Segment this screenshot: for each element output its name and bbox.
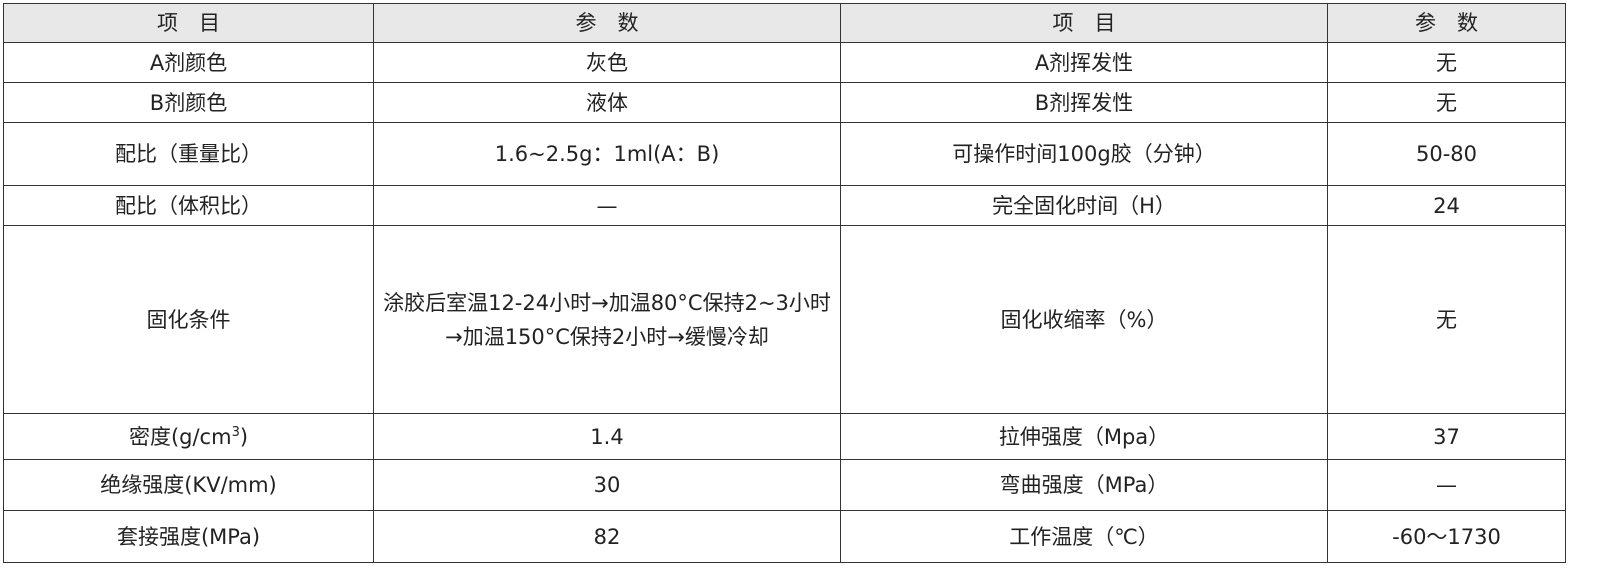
header-item: 项 目 (3, 3, 374, 43)
superscript: 3 (231, 424, 240, 440)
cell: 1.4 (373, 413, 841, 460)
cell: 密度(g/cm3) (3, 413, 374, 460)
cell: 液体 (373, 82, 841, 123)
cell: 无 (1327, 42, 1566, 83)
cell: 无 (1327, 225, 1566, 414)
header-row: 项 目 参 数 项 目 参 数 (3, 3, 1566, 43)
cell: A剂挥发性 (840, 42, 1328, 83)
header-item: 项 目 (840, 3, 1328, 43)
cell: 拉伸强度（Mpa） (840, 413, 1328, 460)
table-row: 绝缘强度(KV/mm) 30 弯曲强度（MPa） — (3, 459, 1566, 511)
cell: 涂胶后室温12-24小时→加温80°C保持2~3小时→加温150°C保持2小时→… (373, 225, 841, 414)
table-row: 配比（体积比） — 完全固化时间（H） 24 (3, 185, 1566, 226)
cell: — (373, 185, 841, 226)
density-label: 密度(g/cm (128, 424, 232, 449)
table-row: 密度(g/cm3) 1.4 拉伸强度（Mpa） 37 (3, 413, 1566, 460)
table-row: B剂颜色 液体 B剂挥发性 无 (3, 82, 1566, 123)
cell: 无 (1327, 82, 1566, 123)
table-row: 套接强度(MPa) 82 工作温度（℃） -60～1730 (3, 510, 1566, 563)
spec-table: 项 目 参 数 项 目 参 数 A剂颜色 灰色 A剂挥发性 无 B剂颜色 液体 … (3, 3, 1566, 563)
table-row: A剂颜色 灰色 A剂挥发性 无 (3, 42, 1566, 83)
density-close: ) (239, 424, 249, 449)
cell: 套接强度(MPa) (3, 510, 374, 563)
cell: -60～1730 (1327, 510, 1566, 563)
cell: — (1327, 459, 1566, 511)
cell: 完全固化时间（H） (840, 185, 1328, 226)
table-row: 固化条件 涂胶后室温12-24小时→加温80°C保持2~3小时→加温150°C保… (3, 225, 1566, 414)
header-param: 参 数 (373, 3, 841, 43)
cell: 绝缘强度(KV/mm) (3, 459, 374, 511)
cell: 固化条件 (3, 225, 374, 414)
cell: 37 (1327, 413, 1566, 460)
cell: 50-80 (1327, 122, 1566, 186)
cell: B剂颜色 (3, 82, 374, 123)
cell: 固化收缩率（%） (840, 225, 1328, 414)
header-param: 参 数 (1327, 3, 1566, 43)
cell: 弯曲强度（MPa） (840, 459, 1328, 511)
cell: 配比（重量比） (3, 122, 374, 186)
cell: 灰色 (373, 42, 841, 83)
cell: A剂颜色 (3, 42, 374, 83)
cell: 1.6~2.5g：1ml(A：B) (373, 122, 841, 186)
table-row: 配比（重量比） 1.6~2.5g：1ml(A：B) 可操作时间100g胶（分钟）… (3, 122, 1566, 186)
cell: 30 (373, 459, 841, 511)
cell: 工作温度（℃） (840, 510, 1328, 563)
cell: 24 (1327, 185, 1566, 226)
cell: 82 (373, 510, 841, 563)
cell: 配比（体积比） (3, 185, 374, 226)
cell: B剂挥发性 (840, 82, 1328, 123)
cell: 可操作时间100g胶（分钟） (840, 122, 1328, 186)
